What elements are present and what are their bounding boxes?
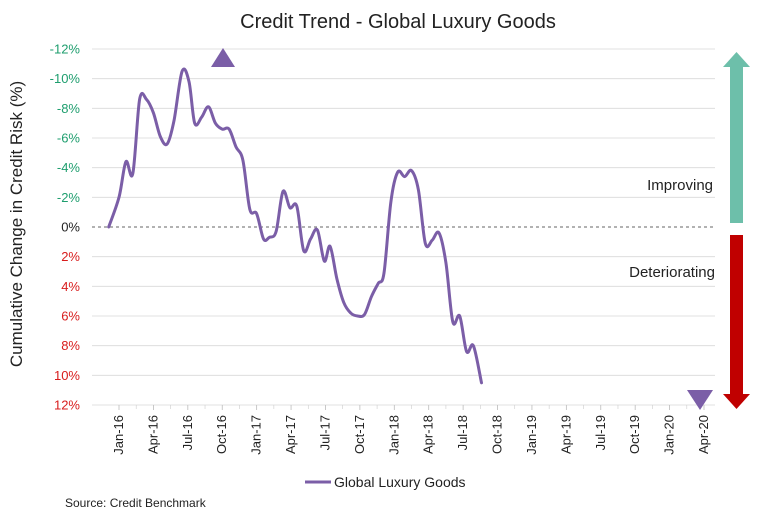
y-tick-label: -4% <box>57 160 81 175</box>
y-tick-labels: -12% -10% -8% -6% -4% -2% 0% 2% 4% 6% 8% 10% 12% <box>50 42 81 413</box>
x-tick-label: Apr-16 <box>145 415 160 454</box>
y-tick-label: 6% <box>61 309 80 324</box>
x-tick-label: Oct-19 <box>627 415 642 454</box>
x-tick-label: Oct-17 <box>352 415 367 454</box>
x-tick-labels: Jan-16 Apr-16 Jul-16 Oct-16 Jan-17 Apr-17 Jul-… <box>111 405 711 455</box>
y-tick-label: -8% <box>57 101 81 116</box>
series-line-global-luxury-goods <box>107 67 483 385</box>
peak-marker-triangle <box>211 48 235 67</box>
y-tick-label: -6% <box>57 131 81 146</box>
x-tick-label: Jul-17 <box>317 415 332 450</box>
trough-marker-triangle <box>687 390 713 410</box>
x-tick-label: Apr-20 <box>696 415 711 454</box>
x-tick-label: Jan-20 <box>662 415 677 455</box>
y-tick-label: 12% <box>54 398 80 413</box>
improving-arrow-icon <box>723 52 750 223</box>
x-tick-label: Oct-18 <box>490 415 505 454</box>
legend-label-global-luxury-goods: Global Luxury Goods <box>334 474 466 490</box>
x-tick-label: Apr-19 <box>558 415 573 454</box>
x-tick-label: Jul-18 <box>455 415 470 450</box>
legend: Global Luxury Goods <box>305 474 466 490</box>
source-note: Source: Credit Benchmark <box>65 496 207 510</box>
x-tick-label: Jul-16 <box>180 415 195 450</box>
y-tick-label: 8% <box>61 338 80 353</box>
y-tick-label: 10% <box>54 368 80 383</box>
y-axis-title: Cumulative Change in Credit Risk (%) <box>7 81 26 367</box>
x-tick-label: Jan-17 <box>249 415 264 455</box>
series-layer <box>107 67 483 385</box>
x-tick-label: Apr-18 <box>421 415 436 454</box>
y-tick-label: -2% <box>57 190 81 205</box>
x-tick-label: Apr-17 <box>283 415 298 454</box>
y-tick-label: 2% <box>61 249 80 264</box>
x-tick-label: Jan-18 <box>386 415 401 455</box>
x-tick-label: Jan-16 <box>111 415 126 455</box>
y-tick-label: 4% <box>61 279 80 294</box>
x-tick-label: Jan-19 <box>524 415 539 455</box>
annotation-improving: Improving <box>647 177 713 194</box>
y-tick-label: 0% <box>61 220 80 235</box>
chart-title: Credit Trend - Global Luxury Goods <box>240 11 556 33</box>
grid-layer <box>92 48 715 406</box>
annotation-deteriorating: Deteriorating <box>629 264 715 281</box>
x-tick-label: Oct-16 <box>214 415 229 454</box>
y-tick-label: -10% <box>50 71 81 86</box>
deteriorating-arrow-icon <box>723 235 750 409</box>
x-tick-label: Jul-19 <box>593 415 608 450</box>
y-tick-label: -12% <box>50 42 81 57</box>
